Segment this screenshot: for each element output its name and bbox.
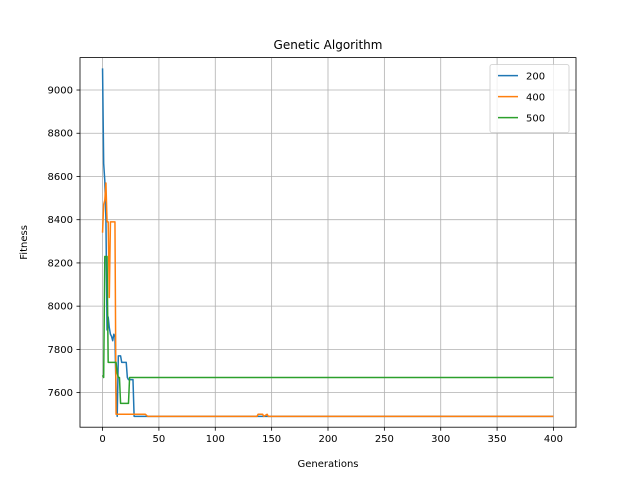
x-tick-label: 100 [206,434,225,445]
x-tick-label: 300 [431,434,450,445]
y-tick-label: 8200 [48,258,73,269]
x-tick-label: 400 [544,434,563,445]
legend-label-400: 400 [526,93,545,104]
legend-label-500: 500 [526,114,545,125]
x-tick-label: 150 [262,434,281,445]
y-tick-label: 8400 [48,215,73,226]
grid-lines [80,57,576,428]
chart-title: Genetic Algorithm [274,38,383,52]
y-axis-title: Fitness [19,225,30,260]
x-tick-label: 250 [375,434,394,445]
x-tick-label: 50 [153,434,166,445]
x-tick-label: 0 [99,434,105,445]
series-line-500 [101,255,554,405]
y-axis: 7600 7800 8000 8200 8400 8600 8800 9000 [48,86,80,399]
x-axis-title: Generations [298,459,359,470]
y-tick-label: 8600 [48,172,73,183]
legend-label-200: 200 [526,72,545,83]
y-tick-label: 8800 [48,129,73,140]
y-tick-label: 7800 [48,345,73,356]
x-tick-label: 200 [318,434,337,445]
series-lines [101,68,554,418]
legend: 200 400 500 [489,64,570,133]
y-tick-label: 7600 [48,388,73,399]
x-tick-label: 350 [488,434,507,445]
series-line-400 [101,182,554,418]
y-tick-label: 9000 [48,86,73,97]
y-tick-label: 8000 [48,302,73,313]
x-axis: 0 50 100 150 200 250 300 350 400 [99,427,563,445]
legend-box [489,64,570,133]
